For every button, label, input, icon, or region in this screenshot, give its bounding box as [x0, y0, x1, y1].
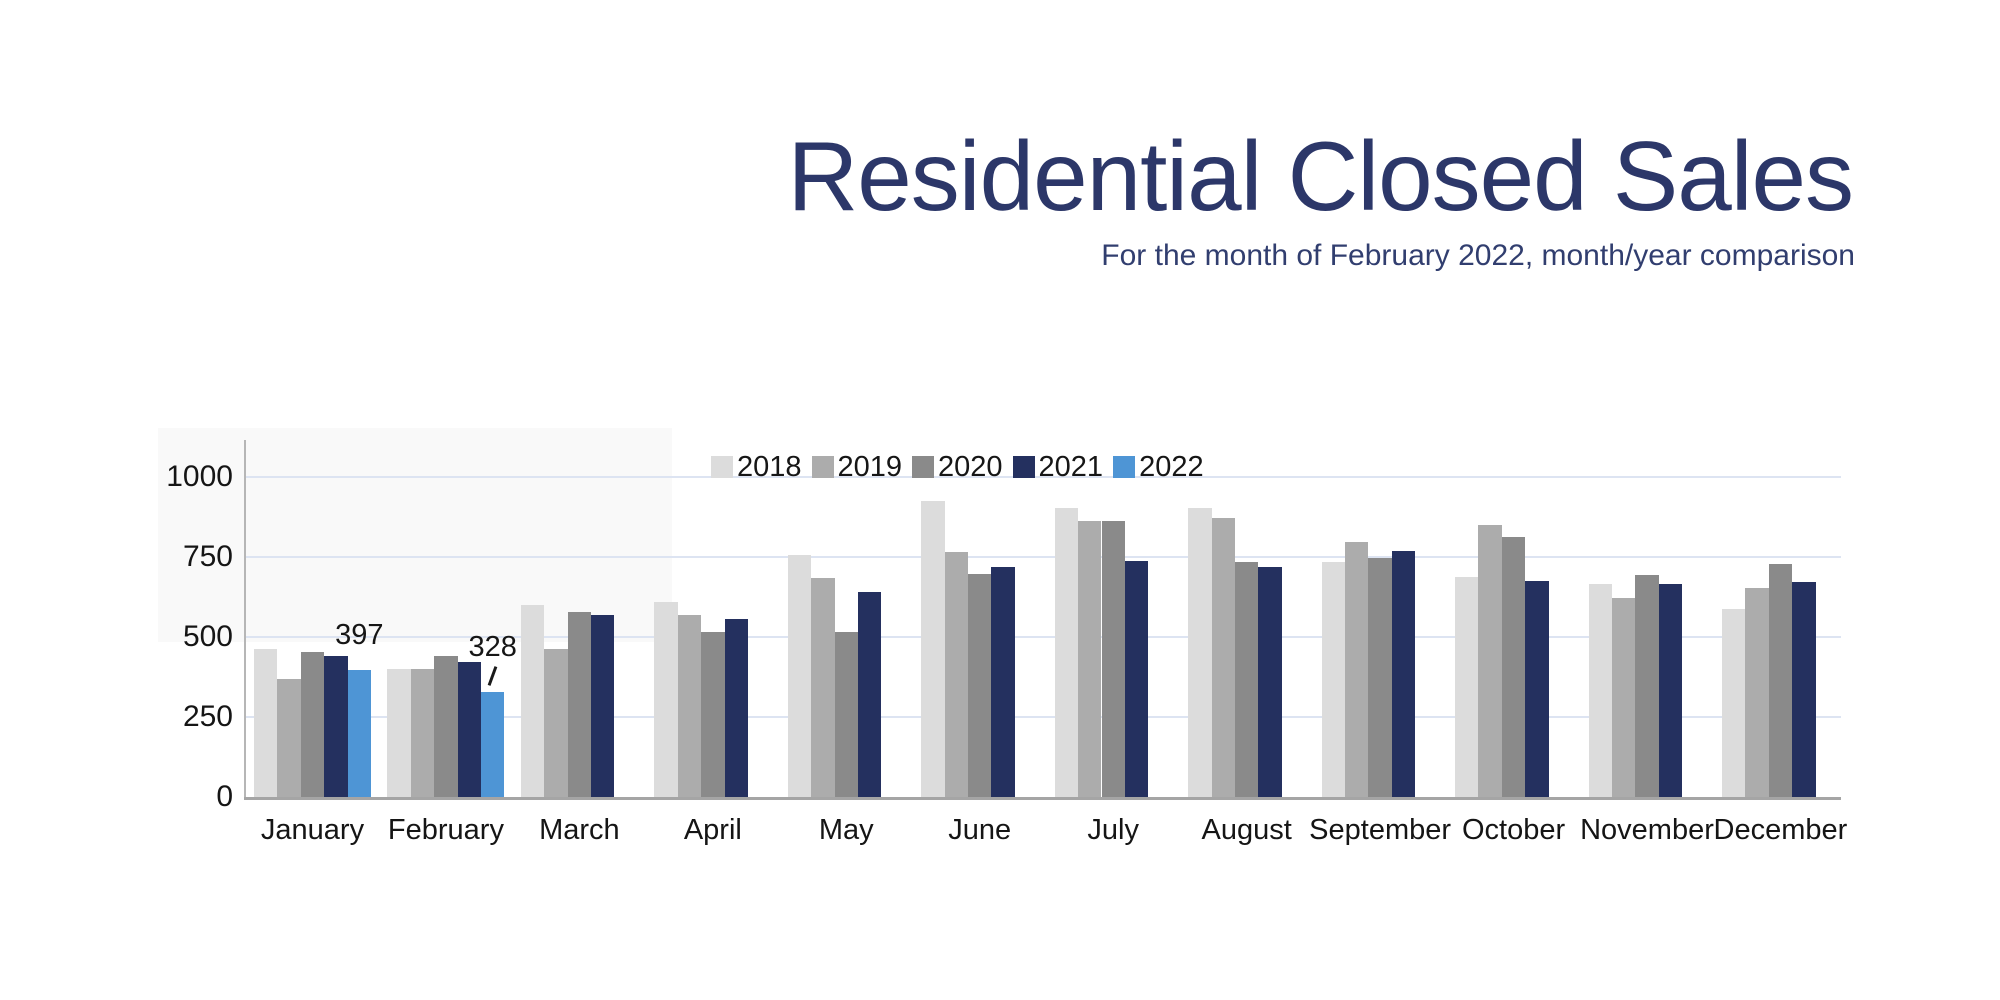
bar-january-2022 [347, 669, 371, 797]
bar-april-2019 [677, 615, 702, 797]
bar-may-2020 [834, 631, 858, 797]
bar-may-2019 [811, 577, 835, 797]
gridline-1000 [245, 476, 1841, 478]
bar-march-2021 [591, 615, 615, 797]
bar-march-2019 [544, 648, 568, 797]
bar-august-2021 [1258, 567, 1282, 797]
bar-june-2020 [968, 574, 992, 797]
legend-label-2021: 2021 [1038, 451, 1104, 483]
legend-item-2020: 2020 [912, 452, 1003, 482]
legend-item-2022: 2022 [1113, 452, 1204, 482]
y-tick-label-500: 500 [182, 620, 233, 653]
legend-swatch-2020 [912, 456, 935, 478]
gridline-500 [245, 636, 1841, 638]
x-axis-label-february: February [387, 814, 504, 846]
data-label-328: 328 [468, 631, 517, 664]
bar-december-2018 [1721, 608, 1746, 797]
bar-may-2021 [858, 591, 882, 797]
x-axis-label-august: August [1201, 814, 1292, 846]
bar-february-2022 [481, 692, 505, 797]
bar-january-2021 [324, 655, 348, 797]
bar-october-2018 [1455, 577, 1479, 797]
bar-february-2018 [387, 668, 411, 797]
bar-march-2020 [567, 612, 592, 797]
legend-label-2018: 2018 [737, 451, 802, 483]
bar-february-2019 [410, 669, 435, 797]
bar-july-2019 [1078, 521, 1102, 797]
legend-swatch-2021 [1012, 456, 1035, 478]
legend-item-2019: 2019 [811, 451, 903, 483]
x-axis-label-october: October [1461, 814, 1566, 846]
data-label-397: 397 [335, 618, 384, 651]
bar-august-2020 [1234, 561, 1259, 797]
legend-swatch-2022 [1113, 456, 1136, 478]
bar-april-2021 [724, 618, 748, 797]
bar-january-2019 [277, 679, 301, 797]
x-axis-label-november: November [1580, 814, 1714, 846]
gridline-250 [245, 716, 1841, 718]
bar-october-2021 [1525, 581, 1549, 797]
faint-backdrop [158, 428, 672, 642]
bar-july-2021 [1124, 561, 1149, 797]
bar-january-2020 [300, 652, 325, 797]
y-tick-label-250: 250 [182, 700, 233, 733]
bar-november-2019 [1611, 598, 1636, 797]
bar-july-2020 [1101, 520, 1125, 797]
bar-december-2020 [1768, 564, 1793, 797]
x-axis-label-march: March [539, 814, 620, 846]
bar-november-2020 [1635, 574, 1659, 797]
legend-label-2020: 2020 [938, 451, 1003, 483]
bar-december-2021 [1792, 581, 1816, 797]
x-axis-line [244, 797, 1841, 800]
chart-title: Residential Closed Sales [787, 121, 1854, 231]
bar-september-2020 [1368, 557, 1392, 797]
bar-april-2020 [701, 632, 725, 797]
legend-label-2019: 2019 [837, 451, 903, 483]
y-tick-label-0: 0 [216, 780, 233, 813]
bar-august-2018 [1188, 507, 1212, 797]
bar-february-2020 [434, 655, 458, 797]
x-axis-label-may: May [818, 814, 874, 846]
x-axis-label-december: December [1713, 814, 1848, 846]
bar-september-2021 [1391, 551, 1416, 797]
bar-december-2019 [1745, 588, 1769, 797]
bar-october-2019 [1478, 524, 1502, 797]
x-axis-label-september: September [1309, 814, 1452, 846]
legend-label-2022: 2022 [1139, 451, 1204, 483]
chart-subtitle: For the month of February 2022, month/ye… [1101, 239, 1855, 272]
legend-swatch-2018 [711, 456, 733, 478]
bar-june-2021 [991, 566, 1015, 797]
x-axis-label-july: July [1087, 814, 1139, 846]
x-axis-label-april: April [683, 814, 742, 846]
bar-february-2021 [457, 661, 482, 797]
y-axis-line [244, 440, 246, 799]
bar-april-2018 [654, 602, 678, 797]
bar-november-2018 [1588, 584, 1612, 797]
legend: 2018 2019 2020 2021 2022 [711, 452, 1204, 482]
gridline-750 [245, 556, 1841, 558]
bar-october-2020 [1501, 537, 1526, 797]
y-tick-label-1000: 1000 [166, 460, 233, 493]
bar-september-2018 [1321, 561, 1345, 797]
y-tick-label-750: 750 [182, 540, 233, 573]
bar-january-2018 [254, 649, 278, 797]
legend-item-2018: 2018 [711, 452, 802, 482]
x-axis-label-january: January [260, 814, 365, 846]
legend-swatch-2019 [811, 456, 834, 478]
bar-november-2021 [1658, 583, 1683, 797]
bar-july-2018 [1054, 508, 1079, 797]
bar-june-2019 [944, 551, 969, 797]
bar-march-2018 [520, 605, 545, 797]
data-label-leader-line [487, 666, 498, 686]
x-axis-label-june: June [948, 814, 1012, 846]
bar-august-2019 [1211, 517, 1235, 797]
bar-may-2018 [787, 554, 812, 797]
legend-item-2021: 2021 [1012, 451, 1104, 483]
bar-september-2019 [1345, 541, 1369, 797]
bar-june-2018 [921, 501, 945, 797]
